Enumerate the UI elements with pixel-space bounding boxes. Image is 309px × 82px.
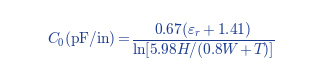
Text: $C_0(\mathrm{pF/in})=\dfrac{0.67(\varepsilon_r+1.41)}{\ln[5.98H/(0.8W+T)]}$: $C_0(\mathrm{pF/in})=\dfrac{0.67(\vareps… xyxy=(47,21,274,61)
